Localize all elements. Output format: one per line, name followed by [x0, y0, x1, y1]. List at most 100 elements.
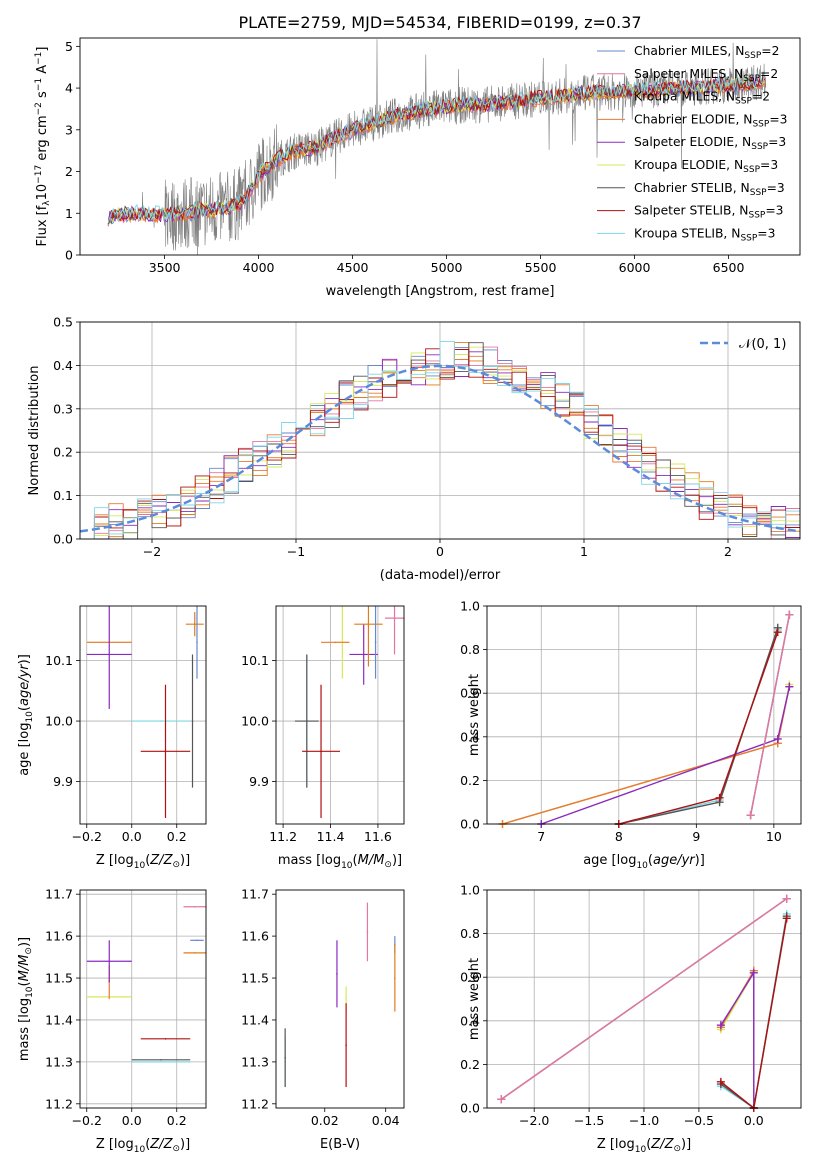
x-tick-label: 9 — [692, 829, 700, 844]
data-point — [366, 931, 369, 933]
data-point — [160, 1058, 162, 1061]
plus-marker — [716, 1077, 725, 1086]
x-tick-label: −0.5 — [684, 1113, 714, 1128]
y-tick-label: 11.4 — [45, 1012, 73, 1027]
plus-marker — [749, 968, 758, 977]
x-tick-label: 0.2 — [167, 1113, 187, 1128]
x-tick-label: 6000 — [619, 260, 651, 275]
y-tick-label: 1 — [65, 206, 73, 221]
panel-mass-vs-metallicity: −0.2 0.0 0.2 11.2 11.3 11.4 11.5 11.6 11.7 Z [log… — [17, 887, 207, 1155]
data-point — [193, 905, 196, 908]
y-tick-label: 10.0 — [45, 714, 73, 729]
legend-entry-label: Chabrier ELODIE, NSSP=3 — [634, 112, 787, 129]
x-axis-label: (data-model)/error — [380, 568, 501, 583]
y-tick-label: 10.1 — [45, 653, 73, 668]
x-tick-label: 0.0 — [122, 829, 142, 844]
x-axis-label: wavelength [Angstrom, rest frame] — [326, 284, 555, 299]
y-tick-label: 11.7 — [241, 887, 269, 902]
normal-curve-line — [79, 364, 801, 533]
y-axis-label: Flux [fλ10−17 erg cm−2 s−1 A−1] — [34, 47, 52, 247]
y-tick-label: 11.5 — [45, 971, 73, 986]
y-tick-label: 1.0 — [460, 883, 480, 898]
y-tick-label: 0.2 — [460, 773, 480, 788]
data-point — [108, 653, 111, 656]
panel-mass-vs-extinction: 0.02 0.04 11.2 11.3 11.4 11.5 11.6 11.7 E(B-V) — [241, 887, 405, 1152]
panel-massweight-vs-metallicity: −2.0 −1.5 −1.0 −0.5 0.0 0.0 0.2 0.4 0.6 0.8 1.0 mas… — [460, 883, 802, 1155]
plus-marker — [773, 734, 782, 743]
y-tick-label: 9.9 — [249, 774, 269, 789]
x-tick-label: 5500 — [525, 260, 557, 275]
series-line — [502, 686, 791, 825]
x-tick-label: 11.2 — [269, 829, 297, 844]
legend-entry-label: 𝒩(0, 1) — [739, 337, 786, 352]
plus-marker — [782, 894, 791, 903]
panel-massweight-vs-age: 7 8 9 10 0.0 0.2 0.4 0.6 0.8 1.0 mass weight age [l… — [460, 599, 802, 871]
x-tick-label: 2 — [724, 544, 732, 559]
x-tick-label: 7 — [537, 829, 545, 844]
legend-entry-label: Kroupa MILES, NSSP=2 — [634, 90, 770, 107]
legend-entry-label: Chabrier MILES, NSSP=2 — [634, 44, 779, 61]
y-tick-label: 0.6 — [460, 686, 480, 701]
y-tick-label: 0.4 — [460, 729, 480, 744]
y-tick-label: 0.0 — [460, 817, 480, 832]
y-tick-label: 9.9 — [53, 774, 73, 789]
x-tick-label: 0.04 — [372, 1113, 400, 1128]
data-point — [394, 977, 396, 979]
y-tick-label: 10.1 — [241, 653, 269, 668]
y-tick-label: 5 — [65, 39, 73, 54]
axes-frame — [486, 889, 802, 1109]
x-tick-label: −1 — [287, 544, 305, 559]
x-tick-label: −0.2 — [72, 829, 102, 844]
y-tick-label: 11.6 — [241, 929, 269, 944]
data-point — [345, 998, 347, 1000]
series-line — [500, 898, 788, 1100]
data-point — [320, 750, 322, 753]
panel-age-vs-metallicity: −0.2 0.0 0.2 9.9 10.0 10.1 Z [log10(Z/Z⊙)] age … — [17, 605, 207, 871]
legend-entry-label: Chabrier STELIB, NSSP=3 — [634, 181, 785, 198]
y-tick-label: 4 — [65, 81, 73, 96]
y-tick-label: 0.1 — [53, 488, 73, 503]
y-tick-label: 0.8 — [460, 642, 480, 657]
histogram-series — [80, 341, 800, 540]
axes-frame — [79, 889, 207, 1109]
data-point — [193, 623, 196, 625]
plus-marker — [746, 811, 755, 820]
x-tick-label: 1 — [580, 544, 588, 559]
axes-frame — [275, 889, 405, 1109]
y-tick-label: 11.3 — [45, 1054, 73, 1069]
y-tick-label: 0.5 — [53, 315, 73, 330]
y-tick-label: 11.7 — [45, 887, 73, 902]
y-tick-label: 2 — [65, 164, 73, 179]
x-tick-label: 0.0 — [744, 1113, 764, 1128]
y-tick-label: 0 — [65, 248, 73, 263]
data-point — [196, 939, 198, 942]
data-point — [160, 720, 162, 722]
legend-entry-label: Kroupa ELODIE, NSSP=3 — [634, 158, 778, 175]
y-tick-label: 0.2 — [53, 445, 73, 460]
x-tick-label: 3500 — [149, 260, 181, 275]
x-axis-label: mass [log10(M/M⊙)] — [278, 853, 402, 871]
x-axis-label: Z [log10(Z/Z⊙)] — [96, 853, 190, 871]
x-tick-label: 5000 — [431, 260, 463, 275]
x-tick-label: 4500 — [337, 260, 369, 275]
x-tick-label: −1.0 — [629, 1113, 659, 1128]
axes-frame — [79, 37, 801, 256]
x-tick-label: −1.5 — [574, 1113, 604, 1128]
x-tick-label: 0.2 — [167, 829, 187, 844]
series-line — [749, 614, 791, 816]
y-axis-label: age [log10(age/yr)] — [17, 654, 35, 776]
panel-residuals: −2 −1 0 1 2 0.0 0.1 0.2 0.3 0.4 0.5 𝒩(0, 1) (data-mo… — [27, 315, 801, 583]
series-line — [541, 686, 791, 825]
plus-marker — [785, 682, 794, 691]
data-point — [336, 973, 338, 975]
y-tick-label: 11.2 — [45, 1096, 73, 1111]
plus-marker — [715, 793, 724, 802]
x-axis-label: Z [log10(Z/Z⊙)] — [96, 1137, 190, 1155]
figure-title: PLATE=2759, MJD=54534, FIBERID=0199, z=0… — [238, 13, 641, 32]
y-axis-label: mass weight — [467, 958, 482, 1040]
y-tick-label: 0.0 — [53, 532, 73, 547]
x-tick-label: 0 — [436, 544, 444, 559]
data-point — [193, 617, 196, 619]
legend-entry-label: Salpeter STELIB, NSSP=3 — [634, 204, 784, 221]
